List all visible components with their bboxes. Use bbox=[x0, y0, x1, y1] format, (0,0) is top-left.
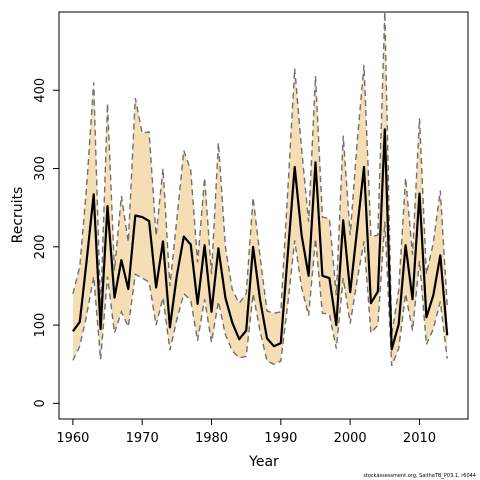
lower-bound-line bbox=[72, 221, 448, 367]
x-axis-title: Year bbox=[248, 454, 279, 470]
y-tick-label: 200 bbox=[33, 234, 48, 259]
y-axis-title: Recruits bbox=[10, 187, 26, 244]
x-tick-label: 1980 bbox=[195, 431, 228, 446]
estimate-line-layer bbox=[72, 128, 449, 351]
estimate-line bbox=[72, 128, 449, 351]
bound-lines-layer bbox=[72, 11, 448, 367]
x-tick-label: 1960 bbox=[56, 431, 89, 446]
upper-bound-line bbox=[72, 11, 448, 335]
y-axis: 0 100 200 300 400 bbox=[33, 78, 59, 407]
y-tick-label: 100 bbox=[33, 313, 48, 338]
x-tick-label: 1990 bbox=[264, 431, 297, 446]
y-tick-label: 400 bbox=[33, 78, 48, 103]
x-tick-label: 2010 bbox=[403, 431, 436, 446]
plot-frame bbox=[58, 11, 469, 420]
y-tick-label: 0 bbox=[33, 399, 48, 407]
x-tick-label: 1970 bbox=[126, 431, 159, 446]
x-tick-label: 2000 bbox=[334, 431, 367, 446]
y-tick-label: 300 bbox=[33, 156, 48, 181]
x-axis: 1960 1970 1980 1990 2000 2010 bbox=[56, 419, 436, 446]
caption: stockassessment.org, SaitheTB_P03.1, r60… bbox=[363, 473, 476, 479]
